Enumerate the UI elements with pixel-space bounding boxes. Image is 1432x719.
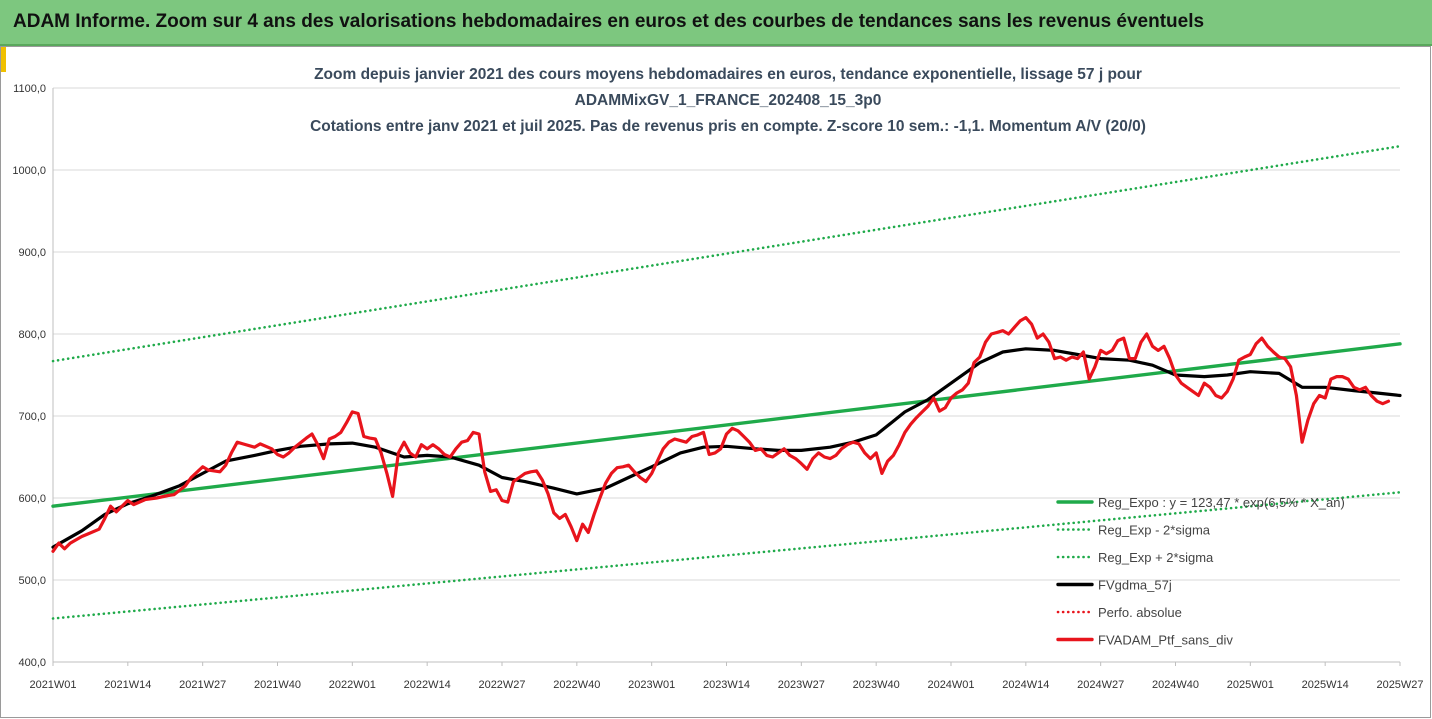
x-tick-label: 2024W14: [1002, 679, 1049, 691]
y-tick-label: 1000,0: [12, 165, 46, 177]
x-tick-label: 2023W01: [628, 679, 675, 691]
x-tick-label: 2025W01: [1227, 679, 1274, 691]
x-tick-label: 2024W01: [927, 679, 974, 691]
legend-label-1: Reg_Exp - 2*sigma: [1098, 523, 1211, 538]
x-tick-label: 2021W40: [254, 679, 301, 691]
report-title: ADAM Informe. Zoom sur 4 ans des valoris…: [13, 11, 1205, 32]
y-tick-label: 400,0: [18, 657, 46, 669]
x-tick-label: 2024W40: [1152, 679, 1199, 691]
x-tick-label: 2024W27: [1077, 679, 1124, 691]
x-tick-label: 2023W14: [703, 679, 750, 691]
x-tick-label: 2021W01: [29, 679, 76, 691]
x-tick-label: 2022W40: [553, 679, 600, 691]
chart-title-line-1: Zoom depuis janvier 2021 des cours moyen…: [314, 66, 1142, 83]
report-banner: ADAM Informe. Zoom sur 4 ans des valoris…: [0, 0, 1432, 46]
series-line-5: [51, 316, 1391, 553]
chart-title-line-2: ADAMMixGV_1_FRANCE_202408_15_3p0: [574, 92, 882, 109]
x-tick-label: 2025W14: [1302, 679, 1349, 691]
y-tick-label: 600,0: [18, 493, 46, 505]
y-tick-label: 800,0: [18, 329, 46, 341]
x-tick-label: 2023W27: [778, 679, 825, 691]
x-tick-label: 2022W27: [478, 679, 525, 691]
legend-label-3: FVgdma_57j: [1098, 578, 1172, 593]
chart-frame: [0, 46, 1431, 718]
x-tick-label: 2021W14: [104, 679, 151, 691]
y-tick-label: 900,0: [18, 247, 46, 259]
legend-label-2: Reg_Exp + 2*sigma: [1098, 550, 1214, 565]
y-tick-label: 500,0: [18, 575, 46, 587]
series-line-2: [51, 144, 1402, 363]
x-tick-label: 2025W27: [1376, 679, 1423, 691]
y-tick-label: 700,0: [18, 411, 46, 423]
legend-label-5: FVADAM_Ptf_sans_div: [1098, 633, 1233, 648]
legend-label-0: Reg_Expo : y = 123,47 * exp(6,5% * X_an): [1098, 495, 1345, 510]
series-line-1: [51, 491, 1402, 620]
x-tick-label: 2023W40: [853, 679, 900, 691]
series-line-0: [51, 342, 1402, 508]
legend-label-4: Perfo. absolue: [1098, 605, 1182, 620]
chart-title-line-3: Cotations entre janv 2021 et juil 2025. …: [310, 118, 1146, 135]
x-tick-label: 2022W14: [404, 679, 451, 691]
x-tick-label: 2022W01: [329, 679, 376, 691]
accent-bar: [0, 46, 6, 72]
x-tick-label: 2021W27: [179, 679, 226, 691]
y-tick-label: 1100,0: [13, 83, 46, 95]
